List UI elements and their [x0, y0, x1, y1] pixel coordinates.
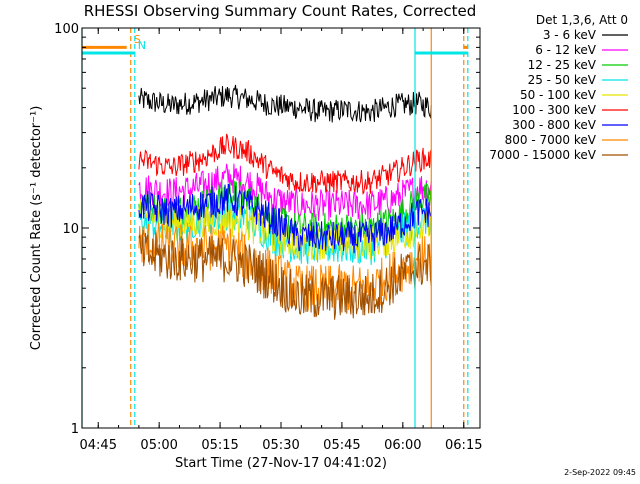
- marker-label-n: N: [138, 39, 146, 52]
- legend-title: Det 1,3,6, Att 0: [536, 13, 628, 27]
- legend-label-1: 3 - 6 keV: [543, 28, 597, 42]
- marker-label-s: S: [134, 33, 141, 46]
- plot-area: SN: [81, 28, 469, 428]
- axes: 04:45 05:00 05:15 05:30 05:45 06:00 06:15 100 10…: [54, 22, 482, 453]
- x-tick-label-5: 05:45: [323, 438, 360, 453]
- x-tick-label-4: 05:30: [262, 438, 299, 453]
- legend-label-3: 12 - 25 keV: [528, 58, 597, 72]
- legend-label-2: 6 - 12 keV: [535, 43, 597, 57]
- legend-label-8: 800 - 7000 keV: [505, 133, 597, 147]
- x-tick-label-1: 04:45: [80, 438, 117, 453]
- y-tick-label-2: 10: [62, 222, 79, 237]
- series-line-6: [138, 133, 432, 195]
- series-line-2: [138, 163, 432, 221]
- date-stamp: 2-Sep-2022 09:45: [564, 468, 636, 477]
- series-line-1: [138, 84, 432, 123]
- x-tick-label-7: 06:15: [445, 438, 482, 453]
- legend-label-9: 7000 - 15000 keV: [489, 148, 596, 162]
- y-tick-label-3: 1: [71, 422, 79, 437]
- legend-label-4: 25 - 50 keV: [528, 73, 597, 87]
- legend-label-5: 50 - 100 keV: [520, 88, 597, 102]
- legend-label-7: 300 - 800 keV: [512, 118, 596, 132]
- legend-label-6: 100 - 300 keV: [512, 103, 596, 117]
- chart-title: RHESSI Observing Summary Count Rates, Co…: [84, 2, 477, 20]
- x-tick-label-3: 05:15: [201, 438, 238, 453]
- x-tick-label-6: 06:00: [384, 438, 421, 453]
- x-tick-label-2: 05:00: [140, 438, 177, 453]
- x-axis-label: Start Time (27-Nov-17 04:41:02): [175, 456, 387, 471]
- series-line-9: [138, 230, 432, 320]
- y-tick-label-1: 100: [54, 22, 79, 37]
- series-line-7: [138, 183, 432, 254]
- y-axis-label: Corrected Count Rate (s⁻¹ detector⁻¹): [29, 106, 44, 351]
- series-line-8: [138, 222, 432, 312]
